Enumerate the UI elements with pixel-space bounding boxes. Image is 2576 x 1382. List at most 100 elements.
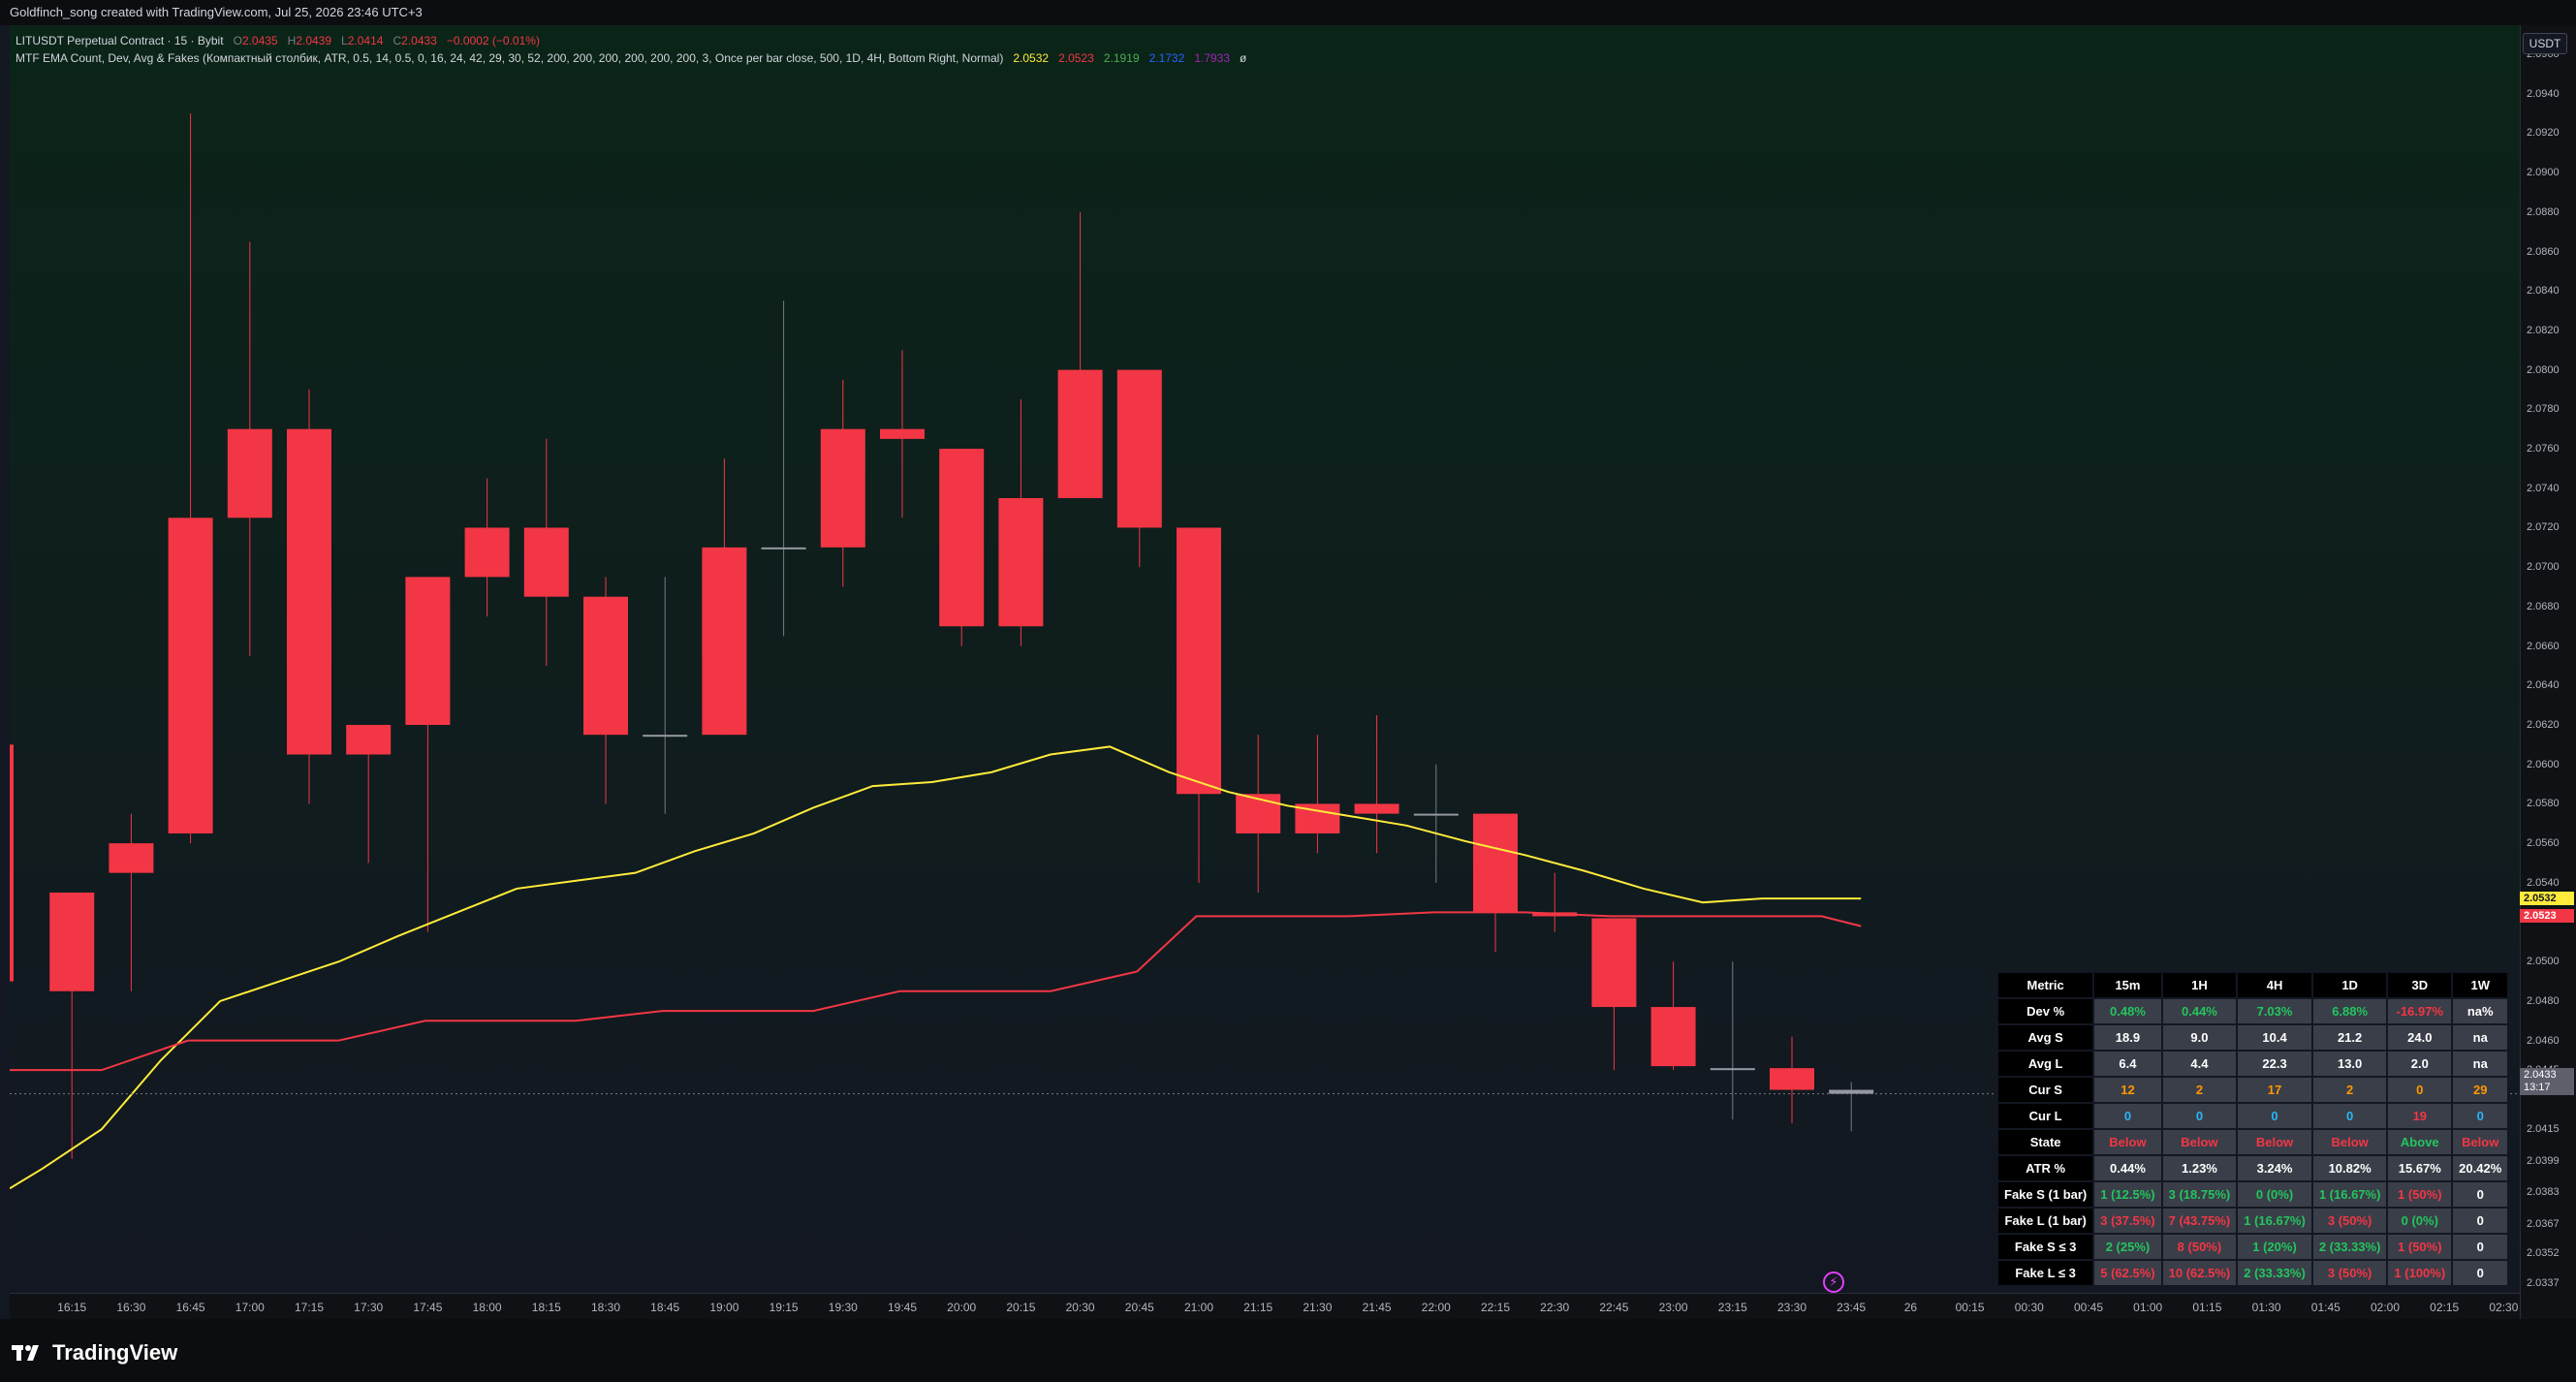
metrics-cell: 0: [2451, 1233, 2510, 1261]
metrics-cell: 0: [2451, 1259, 2510, 1287]
candle-body: [1591, 918, 1637, 1008]
candle[interactable]: [939, 449, 985, 646]
metrics-cell: 2.0: [2386, 1050, 2454, 1078]
time-scale-label: 16:15: [57, 1301, 87, 1314]
metrics-cell: 5 (62.5%): [2092, 1259, 2163, 1287]
price-scale-label: 2.0680: [2527, 600, 2560, 612]
price-scale-label: 2.0660: [2527, 640, 2560, 652]
price-scale-label: 2.0880: [2527, 205, 2560, 218]
price-chart[interactable]: [10, 25, 2520, 1293]
candle-body: [1650, 1007, 1696, 1067]
symbol-legend-row: LITUSDT Perpetual Contract · 15 · Bybit …: [16, 32, 1246, 49]
candle-body: [1116, 369, 1162, 528]
indicator-value-4: 2.1732: [1148, 51, 1185, 65]
candle[interactable]: [1057, 211, 1103, 498]
candle[interactable]: [1177, 527, 1221, 883]
candle[interactable]: [10, 744, 14, 982]
candle[interactable]: [880, 350, 925, 518]
candle[interactable]: [583, 577, 628, 804]
metrics-cell: 0: [2386, 1076, 2454, 1104]
symbol-name[interactable]: LITUSDT Perpetual Contract · 15 · Bybit: [16, 34, 224, 47]
time-scale-label: 19:15: [769, 1301, 799, 1314]
metrics-cell: na: [2451, 1050, 2510, 1078]
price-scale-label: 2.0800: [2527, 363, 2560, 376]
metrics-row-label: State: [1995, 1128, 2095, 1156]
time-scale-label: 23:15: [1717, 1301, 1747, 1314]
time-scale-label: 02:15: [2430, 1301, 2460, 1314]
mtf-metrics-table: Metric 15m 1H 4H 1D 3D 1W Dev % 0.48% 0.44% 7.03% 6…: [1995, 971, 2510, 1287]
metrics-row: State Below Below Below Below Above Below: [1995, 1128, 2510, 1156]
candle[interactable]: [1116, 369, 1162, 568]
metrics-header-cell: Metric: [1995, 971, 2095, 999]
price-scale-label: 2.0399: [2527, 1154, 2560, 1167]
price-scale-label: 2.0760: [2527, 443, 2560, 455]
metrics-header-cell: 15m: [2092, 971, 2163, 999]
metrics-row: Avg L 6.4 4.4 22.3 13.0 2.0 na: [1995, 1050, 2510, 1078]
metrics-cell: Below: [2451, 1128, 2510, 1156]
metrics-cell: 12: [2092, 1076, 2163, 1104]
candle[interactable]: [1829, 1082, 1874, 1132]
metrics-header-cell: 1D: [2310, 971, 2389, 999]
metrics-cell: 17: [2236, 1076, 2313, 1104]
price-scale-label: 2.0560: [2527, 837, 2560, 850]
candle[interactable]: [998, 399, 1044, 646]
candle[interactable]: [109, 813, 154, 991]
time-scale-label: 20:30: [1065, 1301, 1095, 1314]
candle[interactable]: [49, 893, 95, 1159]
candle[interactable]: [1591, 918, 1637, 1071]
candle[interactable]: [287, 390, 331, 804]
bar-countdown: 13:17: [2524, 1082, 2551, 1094]
currency-button[interactable]: USDT: [2523, 33, 2567, 54]
candle[interactable]: [1650, 961, 1696, 1071]
candle[interactable]: [1710, 961, 1755, 1120]
candle[interactable]: [1236, 735, 1281, 894]
price-scale-label: 2.0500: [2527, 956, 2560, 968]
chart-pane[interactable]: [10, 25, 2520, 1319]
metrics-row-label: Dev %: [1995, 997, 2095, 1025]
change-value: −0.0002 (−0.01%): [446, 34, 540, 47]
time-scale-label: 21:45: [1362, 1301, 1392, 1314]
candle[interactable]: [702, 458, 747, 736]
candle[interactable]: [1473, 813, 1518, 953]
time-scale-label: 16:30: [116, 1301, 146, 1314]
price-scale[interactable]: 2.0960 2.0940 2.0920 2.0900 2.0880 2.0860 2.08…: [2520, 25, 2576, 1319]
time-scale-label: 16:45: [175, 1301, 205, 1314]
price-scale-label: 2.0900: [2527, 167, 2560, 179]
metrics-cell: 0: [2310, 1102, 2389, 1130]
indicator-name[interactable]: MTF EMA Count, Dev, Avg & Fakes (Компакт…: [16, 51, 1004, 65]
candle[interactable]: [1354, 714, 1399, 854]
metrics-cell: 0: [2451, 1207, 2510, 1235]
indicator-value-3: 2.1919: [1103, 51, 1140, 65]
brand-name: TradingView: [52, 1340, 178, 1365]
lightning-icon[interactable]: ⚡: [1823, 1272, 1844, 1293]
metrics-row-label: Fake L ≤ 3: [1995, 1259, 2095, 1287]
candle[interactable]: [761, 300, 806, 637]
metrics-cell: 10.82%: [2310, 1154, 2389, 1182]
candle[interactable]: [1413, 764, 1459, 883]
time-scale-label: 22:15: [1480, 1301, 1511, 1314]
candle[interactable]: [168, 113, 213, 844]
candle-body: [49, 893, 95, 991]
candle[interactable]: [464, 478, 510, 617]
low-label: L: [341, 34, 348, 47]
time-scale[interactable]: 16:15 16:30 16:45 17:00 17:15 17:30 17:45 18:00…: [10, 1293, 2520, 1319]
candle[interactable]: [227, 241, 272, 656]
candle-body: [1057, 369, 1103, 498]
candle[interactable]: [523, 438, 569, 666]
candle-body: [939, 449, 985, 627]
candle-body: [998, 497, 1044, 627]
candle[interactable]: [346, 725, 392, 864]
price-scale-label: 2.0740: [2527, 482, 2560, 494]
candle[interactable]: [643, 577, 688, 814]
price-scale-label: 2.0383: [2527, 1186, 2560, 1199]
metrics-cell: Above: [2386, 1128, 2454, 1156]
indicator-legend-row: MTF EMA Count, Dev, Avg & Fakes (Компакт…: [16, 49, 1246, 67]
metrics-cell: 3 (18.75%): [2160, 1180, 2239, 1209]
time-scale-label: 17:30: [354, 1301, 384, 1314]
metrics-row: Dev % 0.48% 0.44% 7.03% 6.88% -16.97% na%: [1995, 997, 2510, 1025]
time-scale-label: 18:45: [650, 1301, 680, 1314]
candle[interactable]: [1770, 1036, 1814, 1124]
candle[interactable]: [405, 577, 451, 932]
candle[interactable]: [820, 379, 865, 587]
candle-body: [1413, 813, 1459, 816]
